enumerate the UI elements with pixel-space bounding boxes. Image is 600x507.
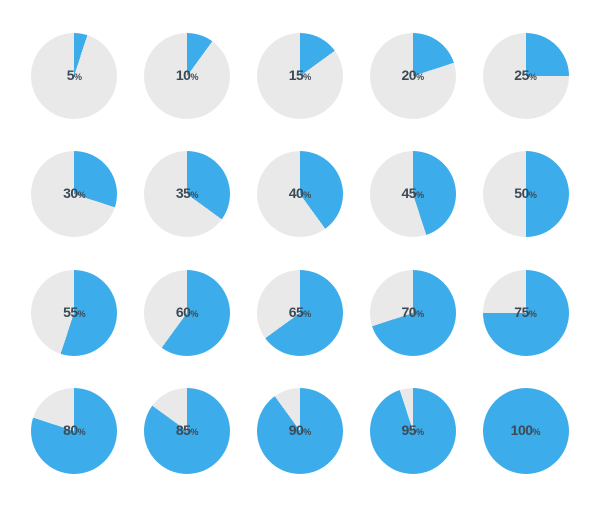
pie-label-suffix: % (529, 190, 537, 200)
pie-15: 15% (257, 33, 343, 119)
pie-label-suffix: % (78, 309, 86, 319)
pie-label: 60% (176, 304, 199, 322)
pie-label-value: 40 (289, 185, 304, 201)
pie-label-value: 45 (401, 185, 416, 201)
pie-5: 5% (31, 33, 117, 119)
pie-label: 30% (63, 185, 86, 203)
pie-label-suffix: % (416, 190, 424, 200)
pie-80: 80% (31, 388, 117, 474)
pie-25: 25% (483, 33, 569, 119)
pie-85: 85% (144, 388, 230, 474)
pie-40: 40% (257, 151, 343, 237)
pie-label: 5% (67, 67, 82, 85)
pie-label: 85% (176, 422, 199, 440)
pie-55: 55% (31, 270, 117, 356)
pie-label-value: 30 (63, 185, 78, 201)
pie-label-suffix: % (416, 427, 424, 437)
pie-label-suffix: % (190, 427, 198, 437)
pie-label-suffix: % (303, 309, 311, 319)
pie-label: 50% (514, 185, 537, 203)
pie-10: 10% (144, 33, 230, 119)
pie-label-value: 90 (289, 422, 304, 438)
pie-60: 60% (144, 270, 230, 356)
pie-label-suffix: % (78, 427, 86, 437)
pie-30: 30% (31, 151, 117, 237)
percentage-pie-grid: 5%10%15%20%25%30%35%40%45%50%55%60%65%70… (0, 0, 600, 507)
pie-label: 25% (514, 67, 537, 85)
pie-label-suffix: % (533, 427, 541, 437)
pie-label-value: 100 (511, 422, 533, 438)
pie-20: 20% (370, 33, 456, 119)
pie-label-value: 10 (176, 67, 191, 83)
pie-label: 10% (176, 67, 199, 85)
pie-45: 45% (370, 151, 456, 237)
pie-label-suffix: % (303, 427, 311, 437)
pie-label: 100% (511, 422, 541, 440)
pie-label-value: 55 (63, 304, 78, 320)
pie-label-value: 35 (176, 185, 191, 201)
pie-label: 95% (401, 422, 424, 440)
pie-label-suffix: % (529, 72, 537, 82)
pie-label-value: 65 (289, 304, 304, 320)
pie-label: 90% (289, 422, 312, 440)
pie-label: 80% (63, 422, 86, 440)
pie-label-value: 75 (514, 304, 529, 320)
pie-label-value: 20 (401, 67, 416, 83)
pie-label-value: 95 (401, 422, 416, 438)
pie-75: 75% (483, 270, 569, 356)
pie-95: 95% (370, 388, 456, 474)
pie-label-suffix: % (303, 72, 311, 82)
pie-label-suffix: % (303, 190, 311, 200)
pie-label: 55% (63, 304, 86, 322)
pie-label-value: 15 (289, 67, 304, 83)
pie-label-value: 80 (63, 422, 78, 438)
pie-label-value: 60 (176, 304, 191, 320)
pie-label-suffix: % (416, 72, 424, 82)
pie-100: 100% (483, 388, 569, 474)
pie-label-suffix: % (78, 190, 86, 200)
pie-label-suffix: % (190, 72, 198, 82)
pie-label-value: 50 (514, 185, 529, 201)
pie-label-suffix: % (190, 309, 198, 319)
pie-label: 65% (289, 304, 312, 322)
pie-label: 20% (401, 67, 424, 85)
pie-label: 70% (401, 304, 424, 322)
pie-90: 90% (257, 388, 343, 474)
pie-label: 40% (289, 185, 312, 203)
pie-50: 50% (483, 151, 569, 237)
pie-label-suffix: % (416, 309, 424, 319)
pie-label-suffix: % (74, 72, 82, 82)
pie-label-suffix: % (529, 309, 537, 319)
pie-label-value: 25 (514, 67, 529, 83)
pie-label-value: 70 (401, 304, 416, 320)
pie-label: 45% (401, 185, 424, 203)
pie-label-suffix: % (190, 190, 198, 200)
pie-label: 15% (289, 67, 312, 85)
pie-35: 35% (144, 151, 230, 237)
pie-label: 35% (176, 185, 199, 203)
pie-65: 65% (257, 270, 343, 356)
pie-label: 75% (514, 304, 537, 322)
pie-70: 70% (370, 270, 456, 356)
pie-label-value: 85 (176, 422, 191, 438)
